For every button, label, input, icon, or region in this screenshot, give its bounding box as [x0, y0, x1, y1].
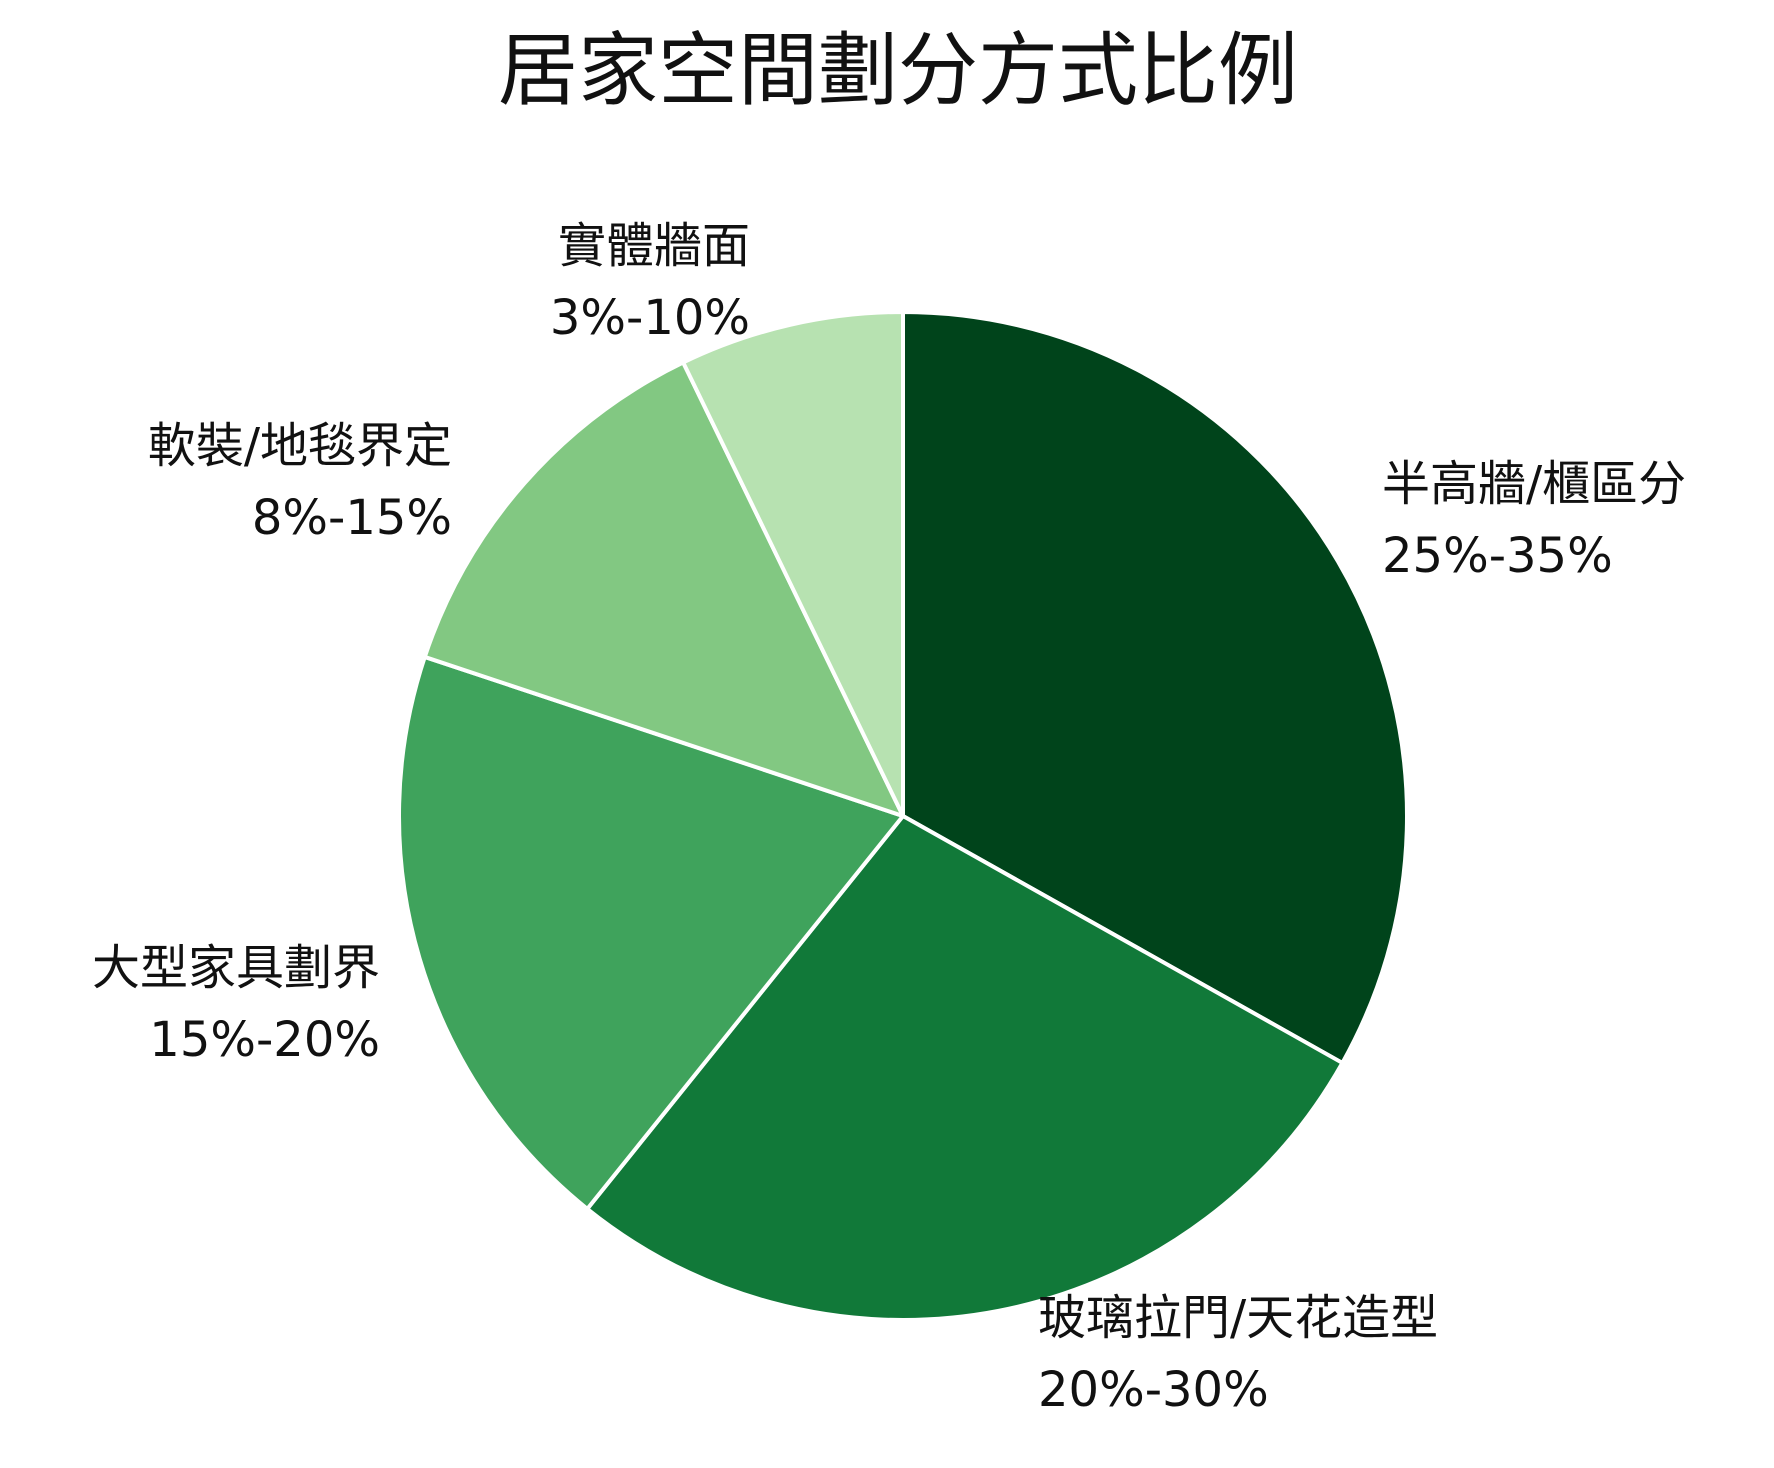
slice-label: 半高牆/櫃區分 25%-35% [1382, 456, 1686, 584]
slice-label-range: 25%-35% [1382, 528, 1613, 584]
slice-label: 大型家具劃界 15%-20% [92, 940, 380, 1068]
pie-slice [681, 310, 905, 818]
slice-label-name: 軟裝/地毯界定 [148, 418, 452, 474]
slice-label: 實體牆面 3%-10% [550, 218, 750, 346]
slice-labels: 半高牆/櫃區分 25%-35% 玻璃拉門/天花造型 20%-30% 大型家具劃界 15%-… [92, 218, 1686, 1418]
slice-label-name: 實體牆面 [558, 218, 750, 274]
slice-label-range: 15%-20% [149, 1012, 380, 1068]
chart-title: 居家空間劃分方式比例 [498, 24, 1298, 117]
pie-slice [422, 360, 905, 818]
slice-label: 軟裝/地毯界定 8%-15% [148, 418, 452, 546]
slice-label-name: 半高牆/櫃區分 [1382, 456, 1686, 512]
slice-label-name: 玻璃拉門/天花造型 [1038, 1290, 1438, 1346]
pie-slice [901, 310, 1409, 1065]
slice-label-range: 8%-15% [252, 490, 452, 546]
pie-slices [397, 310, 1409, 1322]
pie-slice [585, 814, 1345, 1322]
slice-label: 玻璃拉門/天花造型 20%-30% [1038, 1290, 1438, 1418]
pie-slice [397, 654, 905, 1211]
slice-label-range: 3%-10% [550, 290, 750, 346]
slice-label-range: 20%-30% [1038, 1362, 1269, 1418]
slice-label-name: 大型家具劃界 [92, 940, 380, 996]
